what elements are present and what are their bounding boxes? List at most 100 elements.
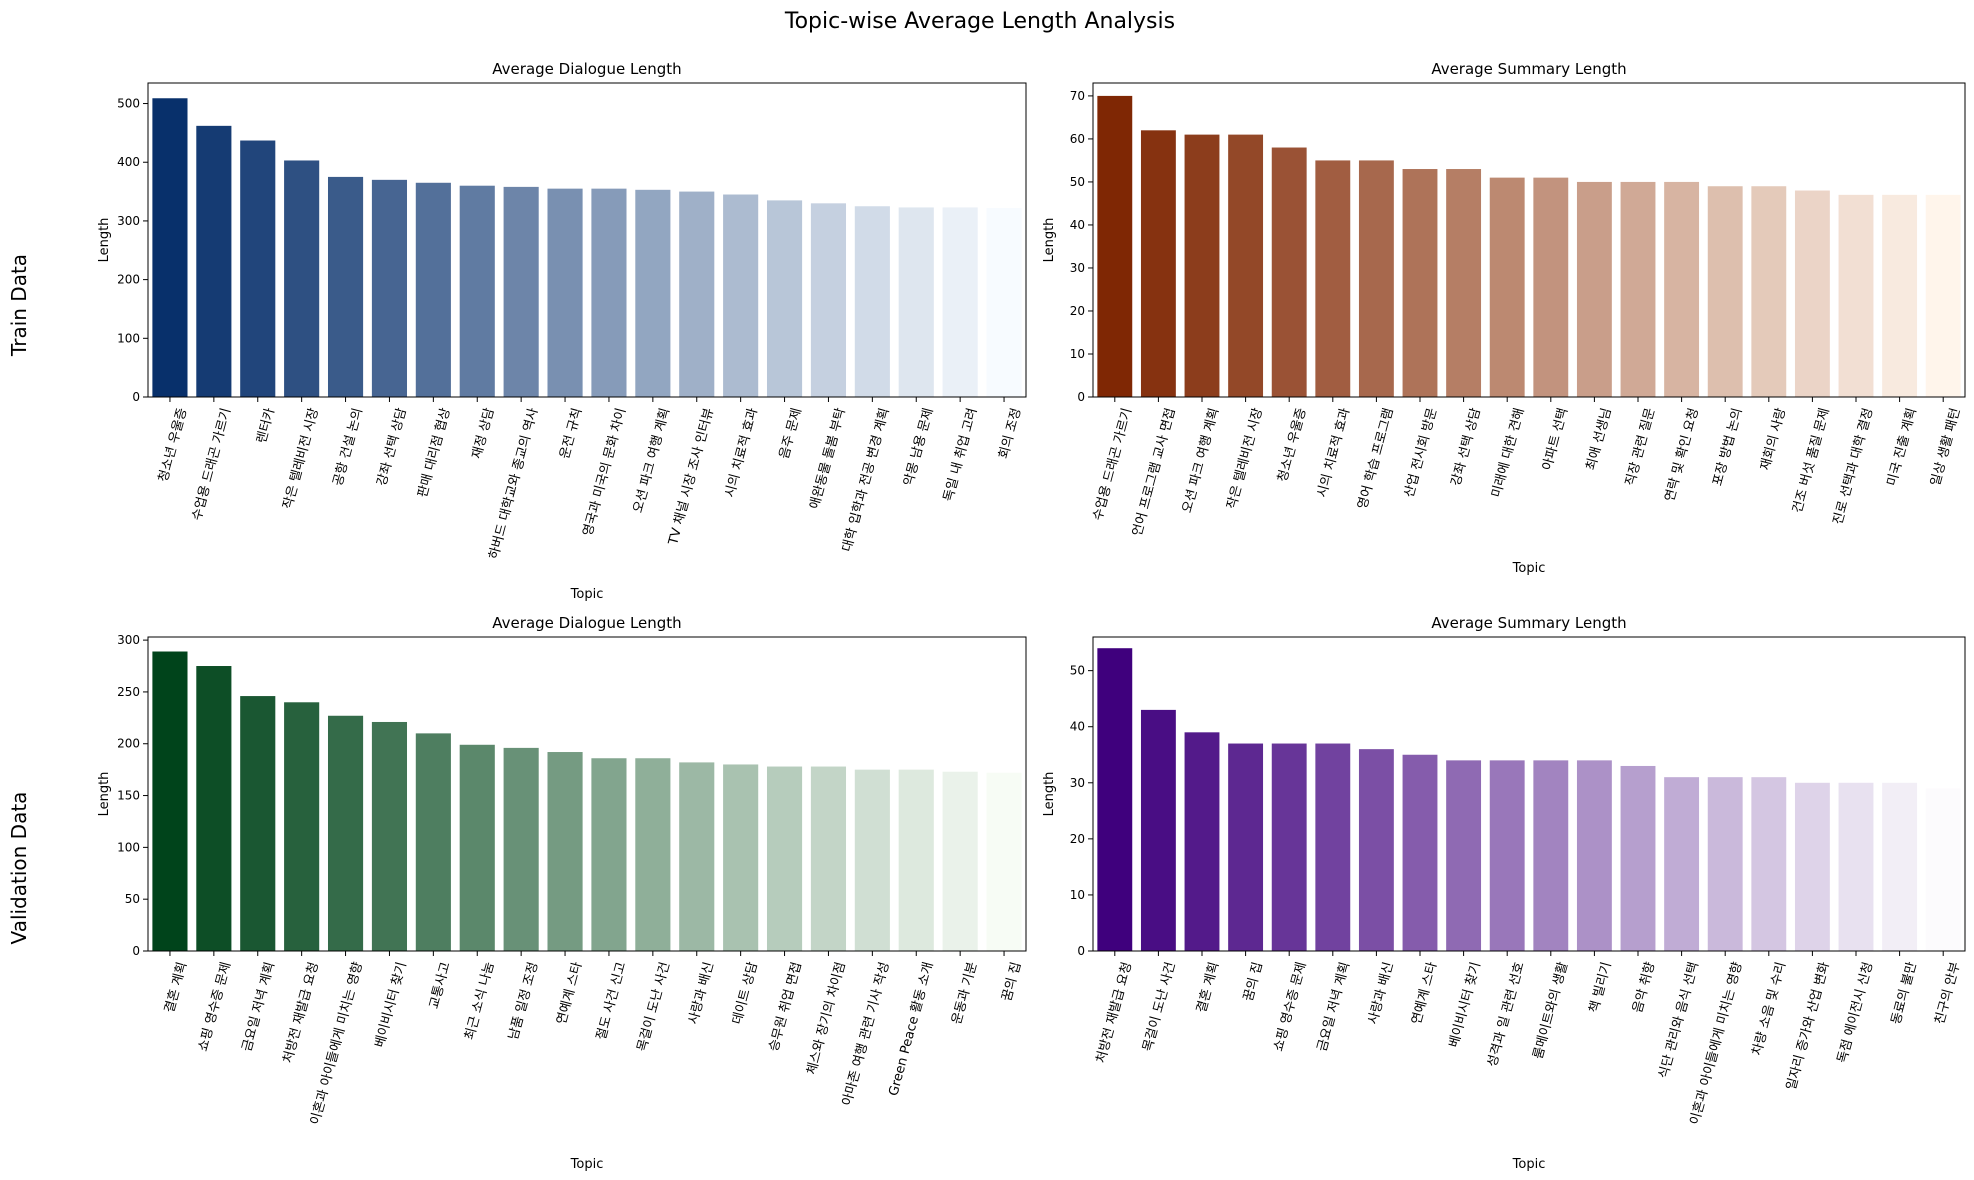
x-tick-label: 이혼과 아이들에게 미치는 영향 [308,960,366,1126]
x-tick-label: 언어 프로그램 교사 면접 [1130,406,1179,537]
x-tick-label: 결혼 계획 [162,960,190,1014]
bar [1271,147,1307,397]
bar [1489,760,1525,951]
x-tick-label: 쇼핑 영수증 문제 [1271,960,1309,1053]
bar [1228,743,1264,951]
bar [196,125,232,398]
chart-title: Average Dialogue Length [492,60,681,78]
chart-title: Average Summary Length [1431,614,1626,632]
x-tick-label: 체스와 장기의 차이점 [804,960,848,1076]
bar [679,762,715,951]
x-tick-label: 식단 관리와 음식 선택 [1656,960,1702,1080]
x-tick-label: 연락 및 확인 요청 [1663,406,1702,503]
bar [1097,95,1133,397]
y-tick-label: 100 [117,331,140,345]
y-tick-label: 500 [117,97,140,111]
x-tick-label: 금요일 저녁 계획 [240,960,278,1053]
bar [1402,169,1438,397]
x-tick-label: 대학 입학과 전공 변경 계획 [840,406,893,553]
bar [766,200,803,397]
bar [1533,760,1569,951]
bar [415,182,451,397]
chart-panel-4: Average Summary Length 0 10 20 30 40 50 Length 처… [1042,614,1966,1172]
y-axis-label: Length [1042,772,1057,817]
bar [1838,194,1874,397]
x-tick-label: 건조 버섯 품질 문제 [1790,406,1832,514]
x-tick-label: 베이비시터 찾기 [373,960,410,1049]
y-tick-label: 300 [117,633,140,647]
bar [1925,788,1961,951]
bar [723,764,759,951]
x-tick-label: 판매 대리점 협상 [415,406,453,499]
bar [1794,190,1830,397]
bar [1489,177,1525,397]
x-tick-label: 일자리 증가와 산업 변화 [1784,960,1833,1091]
bar [723,194,759,397]
y-tick-label: 0 [132,390,140,404]
bar [503,186,539,397]
x-tick-label: 운동과 기분 [949,960,980,1026]
bar [1140,709,1176,951]
x-tick-label: 최애 선생님 [1584,406,1615,472]
chart-panels: Average Dialogue Length0100200300400500L… [97,60,1966,1172]
x-tick-label: 미래에 대한 견해 [1489,406,1527,499]
x-tick-label: 최근 소식 나눔 [462,960,497,1041]
bar [1751,777,1787,951]
bar [942,771,978,951]
x-tick-label: 아파트 선택 [1540,406,1571,472]
x-tick-label: 연예계 스타 [554,960,585,1026]
bar [635,758,671,951]
x-tick-label: 진로 선택과 대학 결정 [1831,406,1877,526]
plot-frame [1092,82,1966,398]
bar [1140,130,1176,397]
x-tick-label: 일상 생활 패턴 [1928,406,1963,487]
x-tick-label: 차량 소음 및 수리 [1750,960,1789,1057]
bar [1446,760,1482,951]
x-tick-label: 수업용 드래곤 가르기 [190,406,234,522]
chart-panel-1: Average Dialogue Length 0 100 200 300 400 500 L… [97,60,1027,602]
x-tick-label: 영국과 미국의 문화 차이 [581,406,630,537]
x-tick-label: 렌터카 [254,406,278,445]
x-tick-label: 데이트 상담 [730,960,761,1026]
bar [152,651,188,951]
x-tick-label: 강좌 선택 상담 [1449,406,1484,487]
y-tick-label: 10 [1070,888,1085,902]
y-axis-label: Length [97,772,112,817]
y-tick-label: 250 [117,685,140,699]
bar [986,772,1022,951]
bar [547,188,583,397]
y-tick-label: 50 [1070,175,1085,189]
y-tick-label: 10 [1070,347,1085,361]
bar [240,140,276,397]
x-tick-label: 독점 에이전시 신청 [1835,960,1876,1064]
plot-frame [147,636,1027,952]
bar [284,702,320,951]
y-tick-label: 40 [1070,218,1085,232]
x-tick-label: 애완동물 돌봄 부탁 [807,406,848,510]
x-tick-label: 악몽 남용 문제 [901,406,936,487]
bar [1533,177,1569,397]
x-tick-label: 청소년 우울증 [1275,406,1309,483]
bar [1838,782,1874,951]
x-tick-label: 처방전 재발급 요청 [281,960,322,1064]
bar [1751,186,1787,397]
bar [459,744,495,951]
x-tick-label: 교통사고 [427,960,454,1010]
bar [459,185,495,397]
row-label-validation: Validation Data [7,792,31,945]
y-tick-label: 0 [1077,944,1085,958]
bar [986,208,1022,397]
bar [240,696,276,951]
bar [591,188,627,397]
x-tick-label: 청소년 우울증 [156,406,190,483]
bar [854,769,890,951]
x-tick-label: 영어 학습 프로그램 [1355,406,1396,510]
x-tick-label: 사랑과 배신 [1366,960,1397,1026]
bar [1664,181,1700,397]
x-tick-label: 포장 방법 논의 [1710,406,1745,487]
x-tick-label: 룸메이트와의 생활 [1531,960,1571,1060]
chart-panel-3: Average Dialogue Length 0 50 100 150 200 250 30… [97,614,1027,1172]
bar [635,189,671,397]
bar [284,160,320,397]
